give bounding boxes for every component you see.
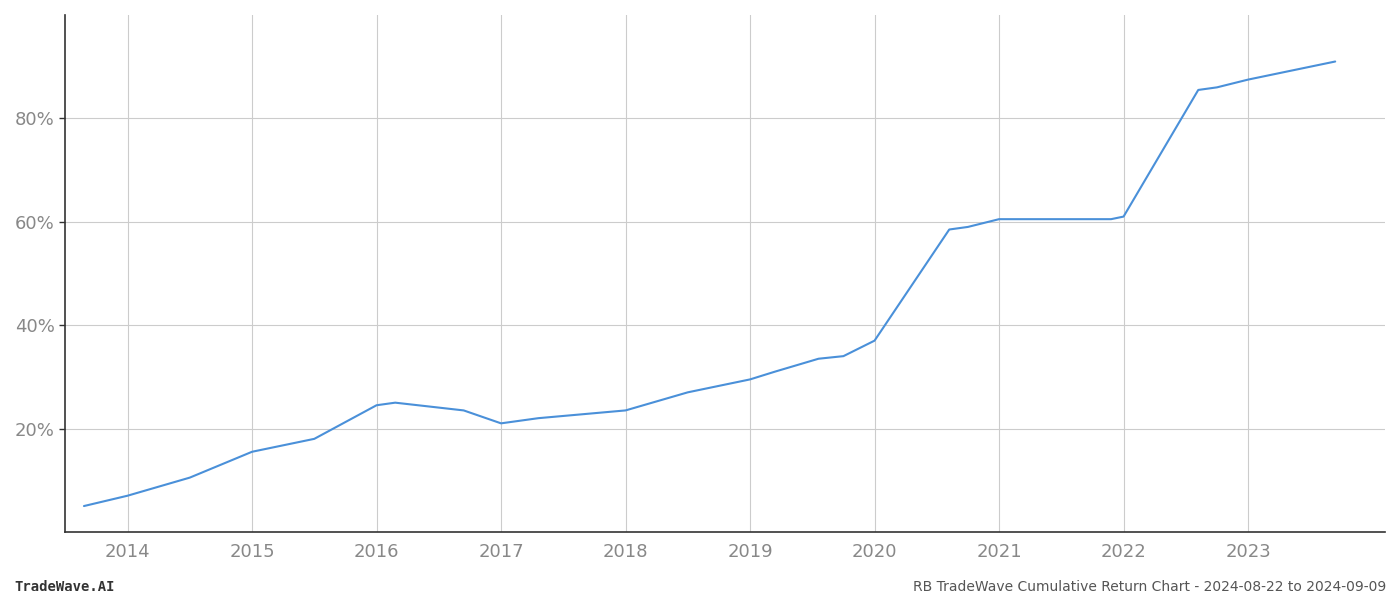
Text: RB TradeWave Cumulative Return Chart - 2024-08-22 to 2024-09-09: RB TradeWave Cumulative Return Chart - 2… bbox=[913, 580, 1386, 594]
Text: TradeWave.AI: TradeWave.AI bbox=[14, 580, 115, 594]
